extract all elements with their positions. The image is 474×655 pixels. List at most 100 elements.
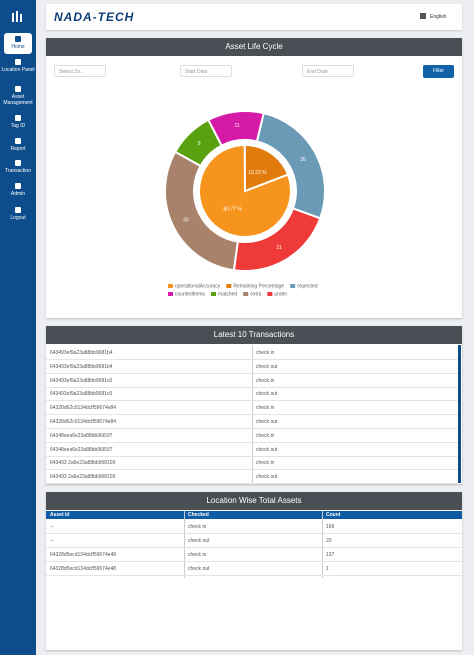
row-line: [46, 359, 458, 360]
table-cell: 1: [326, 566, 329, 572]
logo: NADA-TECH: [54, 10, 135, 24]
nav-label: Asset Management: [3, 94, 33, 106]
nav-label: Tag ID: [10, 123, 26, 129]
nav-item[interactable]: Asset Management: [0, 83, 36, 106]
table-cell: check in: [188, 524, 207, 530]
segment-label: 30: [183, 218, 189, 224]
column-header: Asset Id: [50, 512, 70, 518]
nav-label: Logout: [10, 215, 26, 221]
top-bar: NADA-TECH English: [46, 4, 462, 30]
legend-swatch: [267, 292, 273, 296]
row-line: [46, 400, 458, 402]
sidebar: [0, 0, 36, 655]
column-divider: [252, 345, 253, 483]
row-line: [46, 561, 462, 562]
legend-swatch: [226, 284, 232, 288]
table-cell: check in: [256, 405, 275, 412]
table-cell: check out: [256, 419, 278, 425]
segment-label: 26: [300, 157, 306, 163]
table-cell: check in: [188, 552, 207, 558]
legend-label: Remaining Percentage: [233, 283, 284, 289]
row-line: [46, 455, 458, 457]
table-cell: check in: [256, 460, 275, 467]
table-header: [46, 511, 462, 519]
nav-item[interactable]: Location Panel: [0, 56, 36, 77]
legend-swatch: [168, 292, 173, 296]
table-cell: check out: [256, 391, 278, 398]
card-title: Location Wise Total Assets: [46, 492, 462, 510]
legend-label: expected: [297, 283, 318, 289]
table-cell: 643493ef9a23a88bb9681c0: [50, 377, 113, 384]
row-line: [46, 441, 458, 443]
table-cell: 64328d5ecd134dcff59674e48: [50, 552, 117, 558]
nav-item[interactable]: Admin: [0, 180, 36, 201]
row-line: [46, 483, 458, 485]
column-divider: [322, 511, 323, 578]
segment-label: 11: [234, 123, 239, 129]
start-date[interactable]: Start Date: [180, 65, 232, 77]
table-cell: 643493 2a6e23a88bb968109: [50, 474, 116, 481]
row-line: [46, 547, 462, 548]
donut-segment: [164, 150, 240, 272]
nav-label: Report: [10, 146, 26, 152]
nav-icon: [15, 138, 21, 144]
table-cell: check out: [256, 474, 278, 481]
zone-select[interactable]: Select Zo...: [54, 65, 106, 77]
row-line: [46, 386, 458, 388]
nav-item[interactable]: Report: [0, 135, 36, 156]
row-line: [46, 414, 458, 416]
column-divider: [184, 511, 185, 578]
card-title: Latest 10 Transactions: [46, 326, 462, 344]
table-cell: 169: [326, 524, 335, 530]
legend-swatch: [243, 292, 249, 296]
table-cell: 137: [326, 552, 335, 558]
legend-label: countedItems: [175, 291, 206, 297]
table-cell: check out: [256, 363, 278, 370]
table-cell: --: [50, 538, 54, 544]
nav-icon: [15, 160, 21, 166]
end-date[interactable]: End Date: [302, 65, 354, 77]
nav-icon: [15, 36, 21, 42]
table-cell: 643493 2a6e23a88bb968109: [50, 460, 116, 467]
table-cell: 20: [326, 538, 332, 544]
legend-label: matched: [218, 291, 237, 297]
nav-label: Home: [11, 44, 25, 50]
asset-life-cycle-card: Asset Life Cycle Select Zo... Start Date…: [46, 38, 462, 318]
table-cell: 643493ef9a23a88bb9681c0: [50, 391, 113, 398]
nav-icon: [15, 59, 21, 65]
nav-item[interactable]: Logout: [0, 204, 36, 225]
donut-segment: [243, 143, 290, 193]
legend-label: operationalAccuracy: [175, 283, 221, 289]
table-cell: check out: [188, 538, 210, 544]
table-cell: 643493ef9a23a88bb9681b4: [50, 363, 113, 370]
nav-label: Transaction: [5, 168, 31, 174]
row-line: [46, 575, 462, 576]
nav-item[interactable]: Tag ID: [0, 112, 36, 133]
table-cell: check in: [256, 377, 275, 384]
donut-segment: [232, 207, 322, 272]
table-cell: 64348eea6e23a88bb9681f7: [50, 446, 113, 453]
table-cell: check out: [256, 446, 278, 453]
nav-item[interactable]: Transaction: [0, 157, 36, 178]
filter-button[interactable]: Filter: [423, 65, 454, 78]
app-icon: [12, 11, 22, 22]
nav-label: Admin: [10, 191, 26, 197]
row-line: [46, 428, 458, 429]
donut-chart: 26 11 9 30 21 80.77 % 19.23 % operationalAccura…: [164, 110, 326, 297]
nav-item[interactable]: Home: [4, 33, 32, 54]
segment-label: 9: [198, 141, 201, 147]
row-line: [46, 533, 462, 534]
table-cell: check in: [256, 432, 275, 439]
segment-label: 21: [276, 245, 282, 251]
nav-icon: [15, 115, 21, 121]
table-cell: 64328d5ecd134dcff59674e48: [50, 566, 117, 572]
nav-icon: [15, 207, 21, 213]
table-cell: check out: [188, 566, 210, 572]
table-cell: --: [50, 524, 54, 530]
nav-label: Location Panel: [1, 67, 35, 73]
language-select[interactable]: English: [430, 14, 447, 20]
scrollbar[interactable]: [458, 345, 461, 483]
legend-swatch: [168, 284, 173, 288]
table-cell: 64348eea6e23a88bb9681f7: [50, 432, 113, 439]
